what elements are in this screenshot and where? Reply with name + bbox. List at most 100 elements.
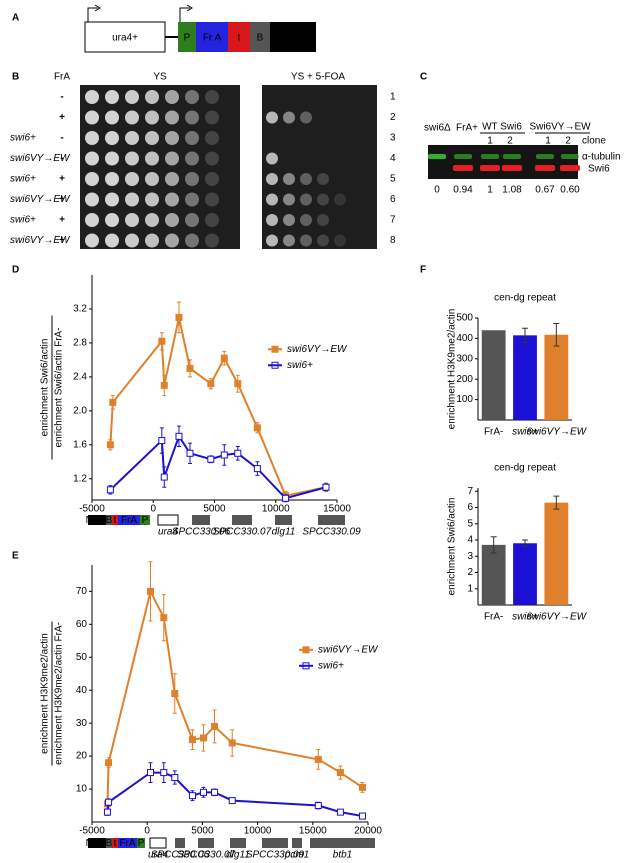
construct-part [250, 22, 270, 52]
bar [481, 330, 506, 420]
marker [160, 614, 168, 622]
gene-box [292, 838, 302, 848]
construct-label: FrA [119, 838, 135, 849]
spot [266, 234, 278, 247]
band-swi6 [560, 165, 580, 171]
bar [481, 544, 506, 605]
construct-label: FrA [121, 515, 137, 526]
spot [105, 172, 119, 186]
spot [185, 233, 199, 248]
gene-box [137, 838, 145, 848]
spot [283, 193, 295, 206]
gene-box [157, 514, 179, 526]
strain-label: swi6+ [10, 174, 36, 185]
bar [544, 334, 569, 420]
marker [234, 449, 242, 457]
gene-label: ura4 [148, 850, 168, 861]
spot [300, 111, 312, 124]
marker [211, 788, 219, 796]
spot [165, 233, 179, 248]
y-tick-label: 20 [76, 751, 88, 762]
spot [283, 214, 295, 226]
band-tubulin [454, 154, 472, 159]
y-tick-label: 40 [76, 685, 88, 696]
spot [283, 234, 295, 247]
marker [282, 494, 290, 502]
x-tick-label: 5000 [191, 826, 214, 837]
y-tick-label: 300 [456, 353, 473, 364]
blot [428, 145, 578, 179]
band-label: Swi6 [588, 164, 610, 175]
construct-part [270, 22, 316, 52]
marker [314, 755, 322, 763]
spot [85, 151, 99, 166]
legend-label: swi6+ [287, 360, 313, 371]
construct-part-label: t [238, 33, 241, 44]
gene-box [106, 515, 112, 525]
spot [165, 213, 179, 227]
construct-label: NatR [86, 515, 109, 526]
series-line [109, 317, 327, 497]
spot [317, 214, 329, 226]
spot [185, 172, 199, 186]
marker [147, 769, 155, 777]
marker [186, 449, 194, 457]
gene-label: SPCC330.09 [302, 527, 361, 538]
quantification: 1.08 [502, 185, 522, 196]
x-tick-label: swi6VY→EW [527, 612, 588, 623]
y-tick-label: 1.6 [73, 439, 87, 450]
panel-label: C [420, 72, 427, 83]
band-swi6 [535, 165, 555, 171]
lane-label: FrA+ [456, 123, 478, 134]
gene-label: ura4 [158, 527, 178, 538]
marker [220, 354, 228, 362]
x-tick-label: swi6+ [512, 427, 538, 438]
quantification: 1 [487, 185, 493, 196]
strain-label: swi6+ [10, 133, 36, 144]
spot [205, 233, 219, 248]
spot [266, 111, 278, 124]
marker [109, 398, 117, 406]
gene-label: dlg11 [272, 527, 296, 538]
band-tubulin [561, 154, 579, 159]
y-tick-label: 2.4 [73, 372, 87, 383]
chart-title: cen-dg repeat [494, 293, 556, 304]
spot [317, 193, 329, 206]
y-tick-label: 1.2 [73, 473, 87, 484]
gene-box [149, 837, 167, 849]
promoter-arrow-head [94, 4, 101, 12]
y-label-denominator: enrichment H3K9me2/actin FrA- [54, 622, 65, 765]
legend-label: swi6+ [318, 660, 344, 671]
spot [266, 173, 278, 185]
spot [266, 193, 278, 206]
y-tick-label: 500 [456, 313, 473, 324]
error-bar [553, 495, 560, 510]
spot [165, 192, 179, 207]
fra-sign: + [59, 194, 65, 205]
spot [125, 192, 139, 207]
spot [283, 111, 295, 124]
spot [205, 110, 219, 125]
marker [253, 424, 261, 432]
spot [125, 131, 139, 145]
construct-part [178, 22, 196, 52]
construct-part-label: P [184, 33, 191, 44]
band-swi6 [480, 165, 500, 171]
spot [85, 172, 99, 186]
spot [334, 193, 346, 206]
marker [207, 455, 215, 463]
spot [125, 151, 139, 166]
promoter-arrow [179, 7, 190, 22]
marker [147, 587, 155, 595]
fra-sign: - [60, 92, 63, 103]
spot [85, 131, 99, 145]
gene-label: pcm1 [284, 850, 309, 861]
fra-sign: - [60, 153, 63, 164]
series-line [106, 588, 364, 804]
y-tick-label: 30 [76, 718, 88, 729]
row-number: 4 [390, 153, 396, 164]
spot [125, 213, 139, 227]
marker [322, 483, 330, 491]
panel-label: A [12, 13, 19, 24]
